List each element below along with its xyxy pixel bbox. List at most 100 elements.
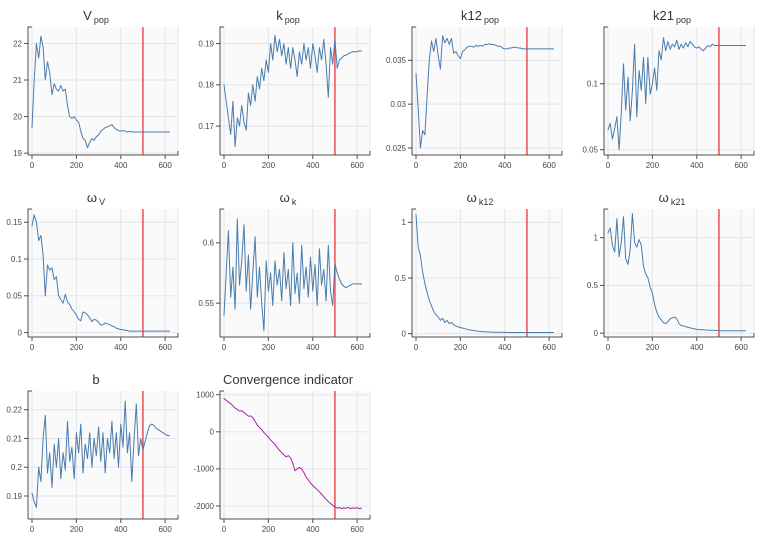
plot-title: k21 pop bbox=[576, 0, 768, 25]
trace-line-k_pop bbox=[223, 34, 363, 148]
x-tick-label: 0 bbox=[222, 343, 227, 352]
x-tick-label: 0 bbox=[222, 161, 227, 170]
y-tick-label: 0.55 bbox=[198, 299, 214, 308]
x-axis-spine bbox=[220, 333, 371, 338]
x-tick-label: 600 bbox=[734, 343, 748, 352]
x-axis-spine bbox=[220, 151, 371, 156]
y-tick-label: 0.15 bbox=[6, 218, 22, 227]
plot-cell-b: b 0.19 0.2 0.21 0.22 0 200 400 600 bbox=[0, 364, 192, 546]
y-tick-label: 0 bbox=[594, 329, 599, 338]
plot-area-bg bbox=[220, 27, 370, 155]
trace-line-convergence_indicator bbox=[223, 397, 363, 510]
x-tick-label: 200 bbox=[262, 525, 276, 534]
x-tick-label: 200 bbox=[454, 161, 468, 170]
x-tick-label: 400 bbox=[306, 343, 320, 352]
plot-cell-k21_pop: k21 pop 0.05 0.1 0 200 400 600 bbox=[576, 0, 768, 182]
y-tick-label: 0.6 bbox=[203, 239, 215, 248]
x-tick-label: 0 bbox=[414, 343, 419, 352]
y-tick-label: 19 bbox=[13, 149, 22, 158]
y-tick-label: 0 bbox=[18, 328, 23, 337]
x-tick-label: 600 bbox=[734, 161, 748, 170]
x-tick-label: 400 bbox=[690, 343, 704, 352]
x-tick-label: 600 bbox=[158, 525, 172, 534]
plot-canvas-b: 0.19 0.2 0.21 0.22 0 200 400 600 bbox=[6, 390, 179, 534]
plot-canvas-omega_k21: 0 0.5 1 0 200 400 600 bbox=[587, 208, 755, 352]
plot-title-subscript: pop bbox=[284, 15, 300, 25]
x-tick-label: 600 bbox=[542, 343, 556, 352]
plot-cell-omega_k12: ω k12 0 0.5 1 0 200 400 600 bbox=[384, 182, 576, 364]
plot-title-subscript: pop bbox=[675, 15, 691, 25]
y-axis-spine bbox=[603, 208, 608, 337]
x-tick-label: 200 bbox=[70, 161, 84, 170]
plot-cell-omega_V: ω V 0 0.05 0.1 0.15 0 200 400 600 bbox=[0, 182, 192, 364]
trace-line-omega_k21 bbox=[607, 213, 747, 332]
x-tick-label: 0 bbox=[30, 525, 35, 534]
trace-line-b bbox=[31, 400, 171, 508]
plot-cell-k12_pop: k12 pop 0.025 0.03 0.035 0 200 400 600 bbox=[384, 0, 576, 182]
x-axis-spine bbox=[604, 333, 755, 338]
y-axis-spine bbox=[27, 208, 32, 337]
x-tick-label: 200 bbox=[70, 525, 84, 534]
x-tick-label: 400 bbox=[114, 343, 128, 352]
y-axis-spine bbox=[219, 208, 224, 337]
trace-line-k12_pop bbox=[415, 35, 555, 149]
y-axis-spine bbox=[219, 26, 224, 155]
plot-area-bg bbox=[28, 27, 178, 155]
x-tick-label: 600 bbox=[158, 161, 172, 170]
y-tick-label: 0.21 bbox=[6, 434, 22, 443]
x-tick-label: 200 bbox=[262, 161, 276, 170]
x-tick-label: 200 bbox=[454, 343, 468, 352]
x-tick-label: 200 bbox=[262, 343, 276, 352]
trace-line-omega_k12 bbox=[415, 214, 555, 333]
plot-title-main: k21 bbox=[653, 8, 674, 23]
x-tick-label: 0 bbox=[222, 525, 227, 534]
plot-area-bg bbox=[220, 391, 370, 519]
plot-area-bg bbox=[220, 209, 370, 337]
x-axis-spine bbox=[604, 151, 755, 156]
y-tick-label: 21 bbox=[13, 76, 22, 85]
y-tick-label: 0.05 bbox=[582, 146, 598, 155]
y-tick-label: 22 bbox=[13, 39, 22, 48]
plot-title-subscript: k bbox=[291, 197, 297, 207]
plot-canvas-k_pop: 0.17 0.18 0.19 0 200 400 600 bbox=[198, 26, 371, 170]
y-tick-label: 20 bbox=[13, 112, 22, 121]
plot-title-main: k bbox=[276, 8, 283, 23]
y-tick-label: 0.5 bbox=[587, 281, 599, 290]
plot-title: b bbox=[0, 364, 192, 386]
plot-canvas-omega_k: 0.55 0.6 0 200 400 600 bbox=[198, 208, 371, 352]
y-tick-label: 0.025 bbox=[386, 144, 407, 153]
plot-title-subscript: pop bbox=[483, 15, 499, 25]
x-axis-spine bbox=[28, 515, 179, 520]
plot-title-main: b bbox=[92, 372, 100, 387]
plot-area-bg bbox=[28, 391, 178, 519]
y-tick-label: 0 bbox=[402, 329, 407, 338]
plot-area-bg bbox=[604, 209, 754, 337]
y-tick-label: 0.05 bbox=[6, 292, 22, 301]
y-tick-label: 1000 bbox=[196, 391, 214, 400]
plot-canvas-V_pop: 19 20 21 22 0 200 400 600 bbox=[13, 26, 179, 170]
y-tick-label: 1 bbox=[594, 233, 599, 242]
y-axis-spine bbox=[27, 390, 32, 519]
plot-cell-convergence_indicator: Convergence indicator 1000 0 -1000 -2000 0 200… bbox=[192, 364, 384, 546]
plot-title-main: Convergence indicator bbox=[222, 372, 354, 387]
y-axis-spine bbox=[411, 208, 416, 337]
x-tick-label: 400 bbox=[498, 343, 512, 352]
y-tick-label: 0.22 bbox=[6, 405, 22, 414]
plot-title-subscript: V bbox=[99, 197, 106, 207]
x-tick-label: 400 bbox=[306, 161, 320, 170]
plot-canvas-k12_pop: 0.025 0.03 0.035 0 200 400 600 bbox=[386, 26, 563, 170]
plot-title-main: ω bbox=[466, 190, 477, 205]
y-tick-label: 0.17 bbox=[198, 122, 214, 131]
plot-area-bg bbox=[604, 27, 754, 155]
plot-canvas-omega_V: 0 0.05 0.1 0.15 0 200 400 600 bbox=[6, 208, 179, 352]
y-axis-spine bbox=[603, 26, 608, 155]
y-tick-label: -2000 bbox=[194, 502, 215, 511]
plot-canvas-convergence_indicator: 1000 0 -1000 -2000 0 200 400 600 bbox=[194, 390, 371, 534]
y-tick-label: 0.035 bbox=[386, 56, 407, 65]
x-axis-spine bbox=[220, 515, 371, 520]
plot-title-main: ω bbox=[279, 190, 290, 205]
x-tick-label: 0 bbox=[606, 161, 611, 170]
